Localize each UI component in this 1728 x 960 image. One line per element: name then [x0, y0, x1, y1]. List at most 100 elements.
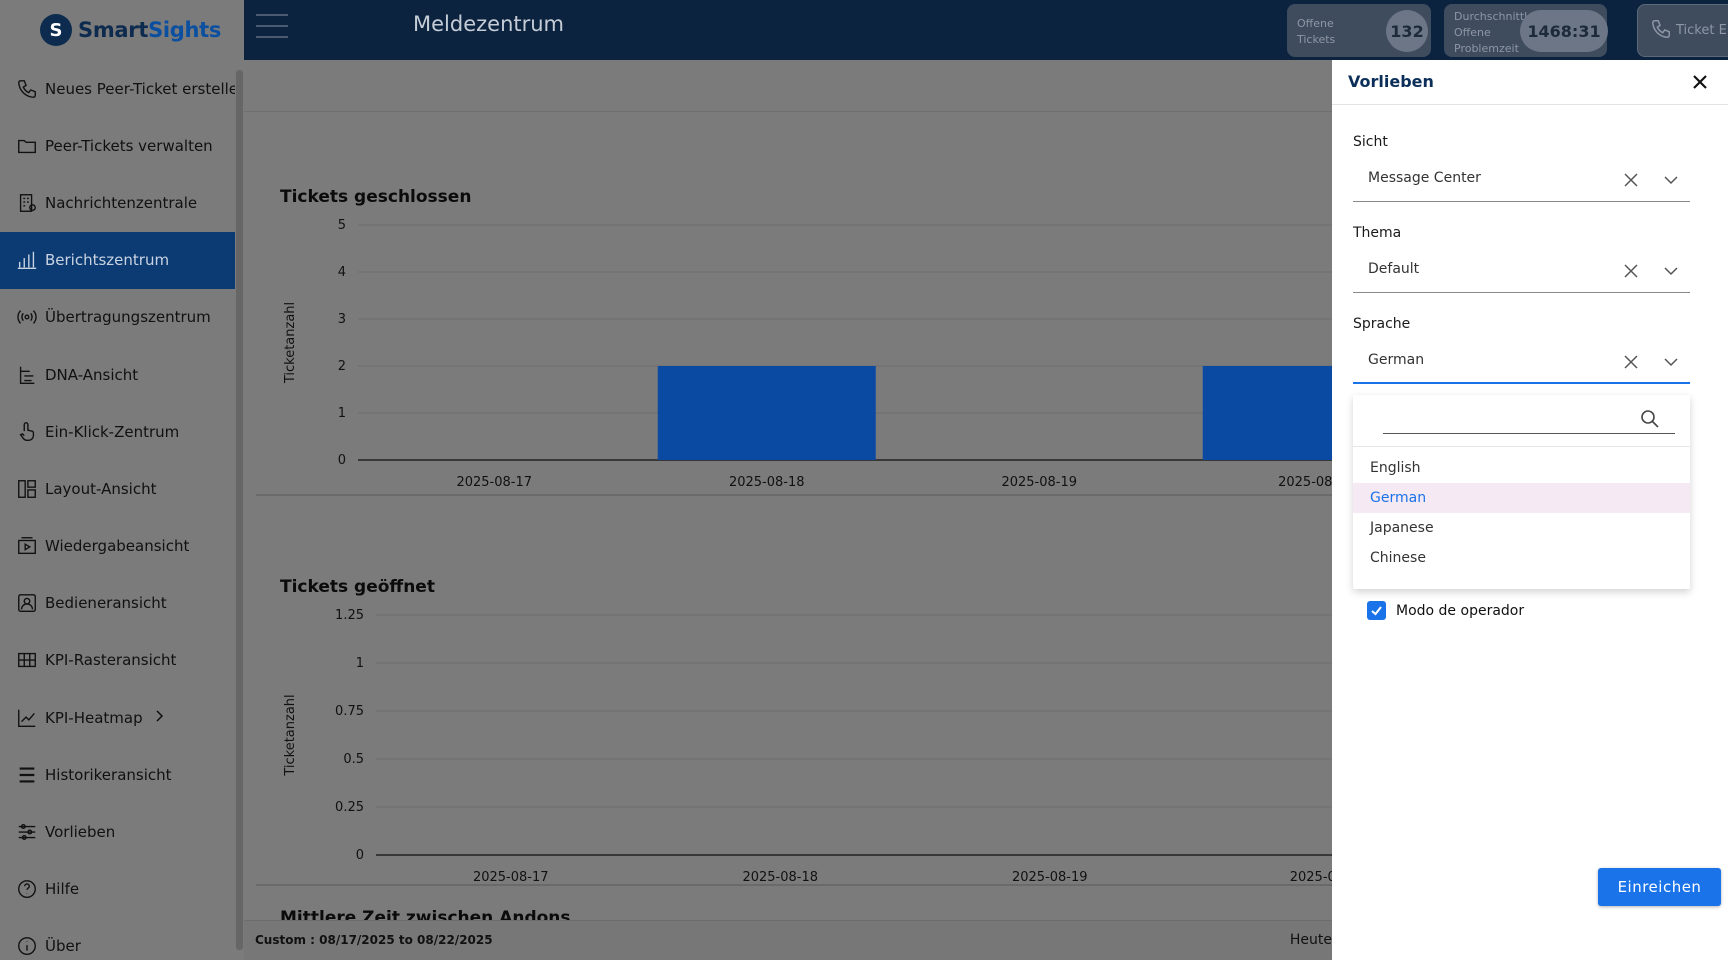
- clear-icon[interactable]: [1622, 353, 1640, 371]
- playback-icon: [15, 534, 39, 558]
- folder-icon: [15, 134, 39, 158]
- sidebar-item-13[interactable]: Historikeransicht: [0, 746, 235, 803]
- card-divider: [256, 884, 1332, 886]
- open-tickets-label-line2: Tickets: [1297, 33, 1336, 46]
- clear-icon[interactable]: [1622, 262, 1640, 280]
- clear-icon[interactable]: [1622, 171, 1640, 189]
- chevron-down-icon[interactable]: [1662, 262, 1680, 280]
- bar-chart-icon: [15, 248, 39, 272]
- theme-label: Thema: [1353, 225, 1402, 241]
- sidebar-item-label: DNA-Ansicht: [45, 365, 139, 384]
- chart-closed: 0 1 2 3 4 5 2025-08-17 2025-08-18 2025-08-19 2025…: [283, 218, 1332, 490]
- theme-select-value: Default: [1368, 261, 1420, 277]
- card-divider: [256, 494, 1332, 496]
- today-button[interactable]: Heute: [1289, 932, 1332, 948]
- menu-toggle-icon[interactable]: [256, 14, 288, 40]
- sidebar-item-10[interactable]: Bedieneransicht: [0, 575, 235, 632]
- sidebar-item-label: Über: [45, 937, 81, 956]
- sidebar-item-label: KPI-Heatmap: [45, 708, 143, 727]
- sidebar-item-14[interactable]: Vorlieben: [0, 803, 235, 860]
- language-option[interactable]: English: [1370, 460, 1421, 476]
- phone-icon: [1650, 18, 1672, 44]
- sidebar-item-label: Ein-Klick-Zentrum: [45, 422, 180, 441]
- language-select[interactable]: German: [1353, 340, 1690, 384]
- sidebar-scrollbar[interactable]: [236, 70, 243, 950]
- sidebar-item-1[interactable]: Neues Peer-Ticket erstellen: [0, 60, 235, 117]
- chart-card-opened: Tickets geöffnet 0 0.25 0.5 0.75 1 1.25 2025-0…: [256, 505, 1332, 885]
- sidebar-item-6[interactable]: DNA-Ansicht: [0, 346, 235, 403]
- preferences-panel: Vorlieben Sicht Message Center Thema Def…: [1332, 60, 1728, 960]
- sidebar-item-9[interactable]: Wiedergabeansicht: [0, 518, 235, 575]
- sidebar-item-label: Hilfe: [45, 880, 80, 899]
- operator-mode-row[interactable]: Modo de operador: [1367, 601, 1524, 620]
- avg-problem-time-stat: Durchschnittl. Offene Problemzeit 1468:31: [1444, 4, 1608, 57]
- logo-text: SmartSights: [78, 18, 221, 42]
- theme-select[interactable]: Default: [1353, 249, 1690, 293]
- view-select-value: Message Center: [1368, 170, 1481, 186]
- ticket-button[interactable]: Ticket E: [1637, 4, 1728, 57]
- chart-title-closed: Tickets geschlossen: [280, 187, 472, 207]
- sliders-icon: [15, 820, 39, 844]
- grid-icon: [15, 648, 39, 672]
- sidebar-item-label: Berichtszentrum: [45, 251, 170, 270]
- avg-label-line2: Offene: [1454, 26, 1491, 39]
- x-tick-label: 2025-08-18: [742, 870, 818, 885]
- chevron-down-icon[interactable]: [1662, 353, 1680, 371]
- x-tick-label: 2025-08-19: [1012, 870, 1088, 885]
- chevron-right-icon[interactable]: [155, 710, 165, 726]
- chevron-down-icon[interactable]: [1662, 171, 1680, 189]
- sidebar-item-label: KPI-Rasteransicht: [45, 651, 177, 670]
- ticket-button-label: Ticket E: [1676, 23, 1727, 38]
- y-tick-label: 4: [338, 265, 346, 280]
- page-title: Meldezentrum: [413, 12, 565, 36]
- sidebar-item-label: Nachrichtenzentrale: [45, 193, 198, 212]
- sidebar-item-16[interactable]: Über: [0, 918, 235, 960]
- y-tick-label: 3: [338, 312, 346, 327]
- avg-label-line3: Problemzeit: [1454, 42, 1519, 55]
- sidebar-item-11[interactable]: KPI-Rasteransicht: [0, 632, 235, 689]
- avg-problem-time-label: Durchschnittl. Offene Problemzeit: [1454, 9, 1531, 57]
- sidebar-item-12[interactable]: KPI-Heatmap: [0, 689, 235, 746]
- bar[interactable]: [1202, 366, 1332, 460]
- language-label: Sprache: [1353, 316, 1411, 332]
- logo-text-b: Sights: [148, 18, 222, 42]
- sidebar-nav: Neues Peer-Ticket erstellen Peer-Tickets …: [0, 60, 235, 960]
- search-icon[interactable]: [1639, 408, 1661, 430]
- open-tickets-label-line1: Offene: [1297, 17, 1334, 30]
- help-icon: [15, 877, 39, 901]
- app-logo[interactable]: S SmartSights: [0, 0, 244, 60]
- open-tickets-label: Offene Tickets: [1297, 16, 1335, 48]
- date-range-label: Custom : 08/17/2025 to 08/22/2025: [255, 933, 493, 947]
- sidebar-item-4[interactable]: Berichtszentrum: [0, 231, 235, 289]
- chart-card-closed: Tickets geschlossen 0 1 2 3 4 5 2025-08-17 2025…: [256, 115, 1332, 495]
- language-option[interactable]: Japanese: [1370, 520, 1434, 536]
- operator-icon: [15, 591, 39, 615]
- sidebar-item-7[interactable]: Ein-Klick-Zentrum: [0, 403, 235, 460]
- language-select-value: German: [1368, 352, 1425, 368]
- view-select[interactable]: Message Center: [1353, 158, 1690, 202]
- language-option[interactable]: German: [1353, 483, 1690, 513]
- sidebar-item-3[interactable]: Nachrichtenzentrale: [0, 174, 235, 231]
- sidebar-item-label: Wiedergabeansicht: [45, 537, 190, 556]
- sidebar-item-2[interactable]: Peer-Tickets verwalten: [0, 117, 235, 174]
- sidebar-item-8[interactable]: Layout-Ansicht: [0, 460, 235, 517]
- x-tick-label: 2025-08-2: [1278, 475, 1332, 490]
- bar[interactable]: [657, 366, 876, 460]
- language-option[interactable]: Chinese: [1370, 550, 1426, 566]
- sidebar-item-5[interactable]: Übertragungszentrum: [0, 289, 235, 346]
- logo-text-a: Smart: [78, 18, 149, 42]
- toolbar-strip: [244, 60, 1332, 112]
- sidebar-item-label: Neues Peer-Ticket erstellen: [45, 79, 235, 98]
- submit-button[interactable]: Einreichen: [1598, 868, 1721, 906]
- x-tick-label: 2025-08-17: [473, 870, 549, 885]
- language-search[interactable]: [1353, 395, 1690, 447]
- operator-mode-label: Modo de operador: [1396, 602, 1525, 619]
- operator-mode-checkbox[interactable]: [1367, 601, 1386, 620]
- close-icon[interactable]: [1690, 72, 1710, 92]
- y-tick-label: 0.75: [335, 704, 364, 719]
- y-tick-label: 0.25: [335, 800, 364, 815]
- sidebar-item-15[interactable]: Hilfe: [0, 861, 235, 918]
- main-content: Tickets geschlossen 0 1 2 3 4 5 2025-08-17 2025…: [244, 60, 1332, 960]
- y-axis-label: Ticketanzahl: [283, 302, 298, 384]
- x-tick-label: 2025-08-17: [456, 475, 532, 490]
